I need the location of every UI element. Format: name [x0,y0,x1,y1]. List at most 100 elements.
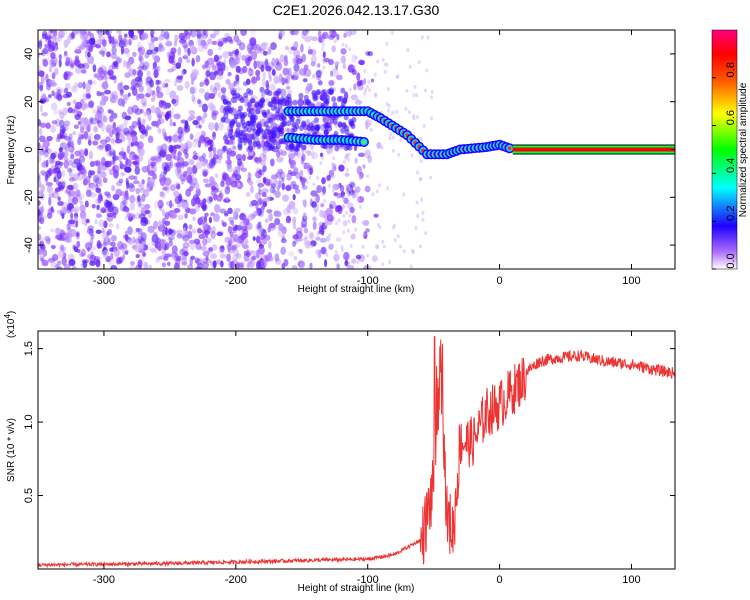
heatmap-noise-cell [68,189,76,197]
heatmap-noise-cell [248,257,253,264]
heatmap-noise-cell [117,82,123,92]
heatmap-noise-cell [38,254,46,262]
heatmap-noise-cell [77,174,83,181]
heatmap-noise-cell [251,255,257,261]
heatmap-noise-cell [121,154,126,160]
heatmap-noise-cell [148,42,155,52]
colorbar-gradient [711,29,738,270]
heatmap-noise-cell [41,184,46,193]
heatmap-noise-cell [276,185,281,191]
heatmap-noise-cell [416,214,420,219]
heatmap-noise-cell [40,170,47,175]
heatmap-noise-cell [93,125,99,133]
heatmap-noise-cell [92,174,100,183]
heatmap-noise-cell [278,30,286,37]
heatmap-noise-cell [281,262,286,269]
heatmap-noise-cell [57,151,66,159]
heatmap-noise-cell [206,196,213,204]
heatmap-x-tick-label: -300 [93,275,115,287]
heatmap-noise-cell [212,87,218,96]
heatmap-noise-cell [319,161,323,166]
heatmap-noise-cell [165,86,170,96]
heatmap-noise-cell [138,46,146,56]
heatmap-noise-cell [128,38,132,46]
heatmap-noise-cell [94,219,98,225]
heatmap-noise-cell [209,143,214,151]
heatmap-noise-cell [114,138,123,144]
heatmap-noise-cell [74,114,81,121]
heatmap-noise-cell [287,153,296,160]
heatmap-noise-cell [126,60,132,65]
heatmap-noise-cell [119,161,123,170]
heatmap-noise-cell [212,154,219,160]
heatmap-noise-cell [63,160,69,169]
heatmap-noise-cell [73,246,79,253]
heatmap-noise-cell [404,106,408,111]
heatmap-noise-cell [378,183,382,188]
heatmap-noise-cell [96,107,104,115]
heatmap-noise-cell [38,180,42,188]
heatmap-noise-cell [271,57,276,66]
heatmap-band-cell [247,101,253,108]
heatmap-noise-cell [146,40,153,46]
heatmap-noise-cell [118,34,123,42]
heatmap-noise-cell [241,153,246,162]
heatmap-noise-cell [258,258,265,267]
heatmap-noise-cell [66,101,71,107]
heatmap-noise-cell [64,72,68,80]
heatmap-noise-cell [50,152,56,160]
heatmap-noise-cell [334,249,338,254]
heatmap-noise-cell [175,94,179,104]
heatmap-noise-cell [195,182,200,191]
heatmap-noise-cell [344,210,348,215]
heatmap-noise-cell [180,257,188,266]
heatmap-noise-cell [316,184,323,194]
heatmap-noise-cell [197,30,203,36]
heatmap-noise-cell [153,154,158,164]
heatmap-noise-cell [163,78,171,84]
heatmap-noise-cell [135,264,142,269]
heatmap-noise-cell [267,226,271,233]
heatmap-noise-cell [46,135,53,142]
heatmap-noise-cell [95,229,102,235]
heatmap-noise-cell [104,235,109,243]
heatmap-noise-cell [59,185,64,192]
heatmap-noise-cell [122,47,130,54]
heatmap-noise-cell [348,87,352,92]
heatmap-noise-cell [240,212,245,217]
heatmap-noise-cell [252,254,256,261]
heatmap-noise-cell [53,176,57,183]
heatmap-band-cell [289,116,295,123]
heatmap-band-cell [328,87,334,94]
heatmap-noise-cell [235,173,242,181]
heatmap-band-cell [247,111,253,118]
heatmap-noise-cell [330,216,335,222]
heatmap-noise-cell [322,31,329,40]
heatmap-noise-cell [306,162,311,168]
heatmap-noise-cell [341,42,345,47]
heatmap-noise-cell [43,160,47,167]
heatmap-noise-cell [220,87,227,94]
heatmap-noise-cell [334,221,338,226]
heatmap-noise-cell [368,265,372,269]
heatmap-noise-cell [267,251,273,260]
heatmap-noise-cell [346,30,352,37]
heatmap-noise-cell [246,48,253,53]
heatmap-noise-cell [87,135,92,141]
heatmap-noise-cell [42,47,49,55]
heatmap-x-axis-label: Height of straight line (km) [298,284,415,295]
heatmap-noise-cell [195,161,203,170]
heatmap-noise-cell [61,256,67,266]
heatmap-band-cell [227,132,233,139]
heatmap-noise-cell [91,203,96,209]
heatmap-noise-cell [207,57,215,66]
heatmap-noise-cell [316,231,320,236]
heatmap-noise-cell [38,226,42,231]
heatmap-noise-cell [176,203,182,208]
heatmap-noise-cell [66,145,72,151]
heatmap-noise-cell [45,148,52,154]
heatmap-noise-cell [42,249,48,257]
heatmap-noise-cell [286,172,292,181]
heatmap-noise-cell [318,36,323,43]
heatmap-noise-cell [39,71,43,76]
